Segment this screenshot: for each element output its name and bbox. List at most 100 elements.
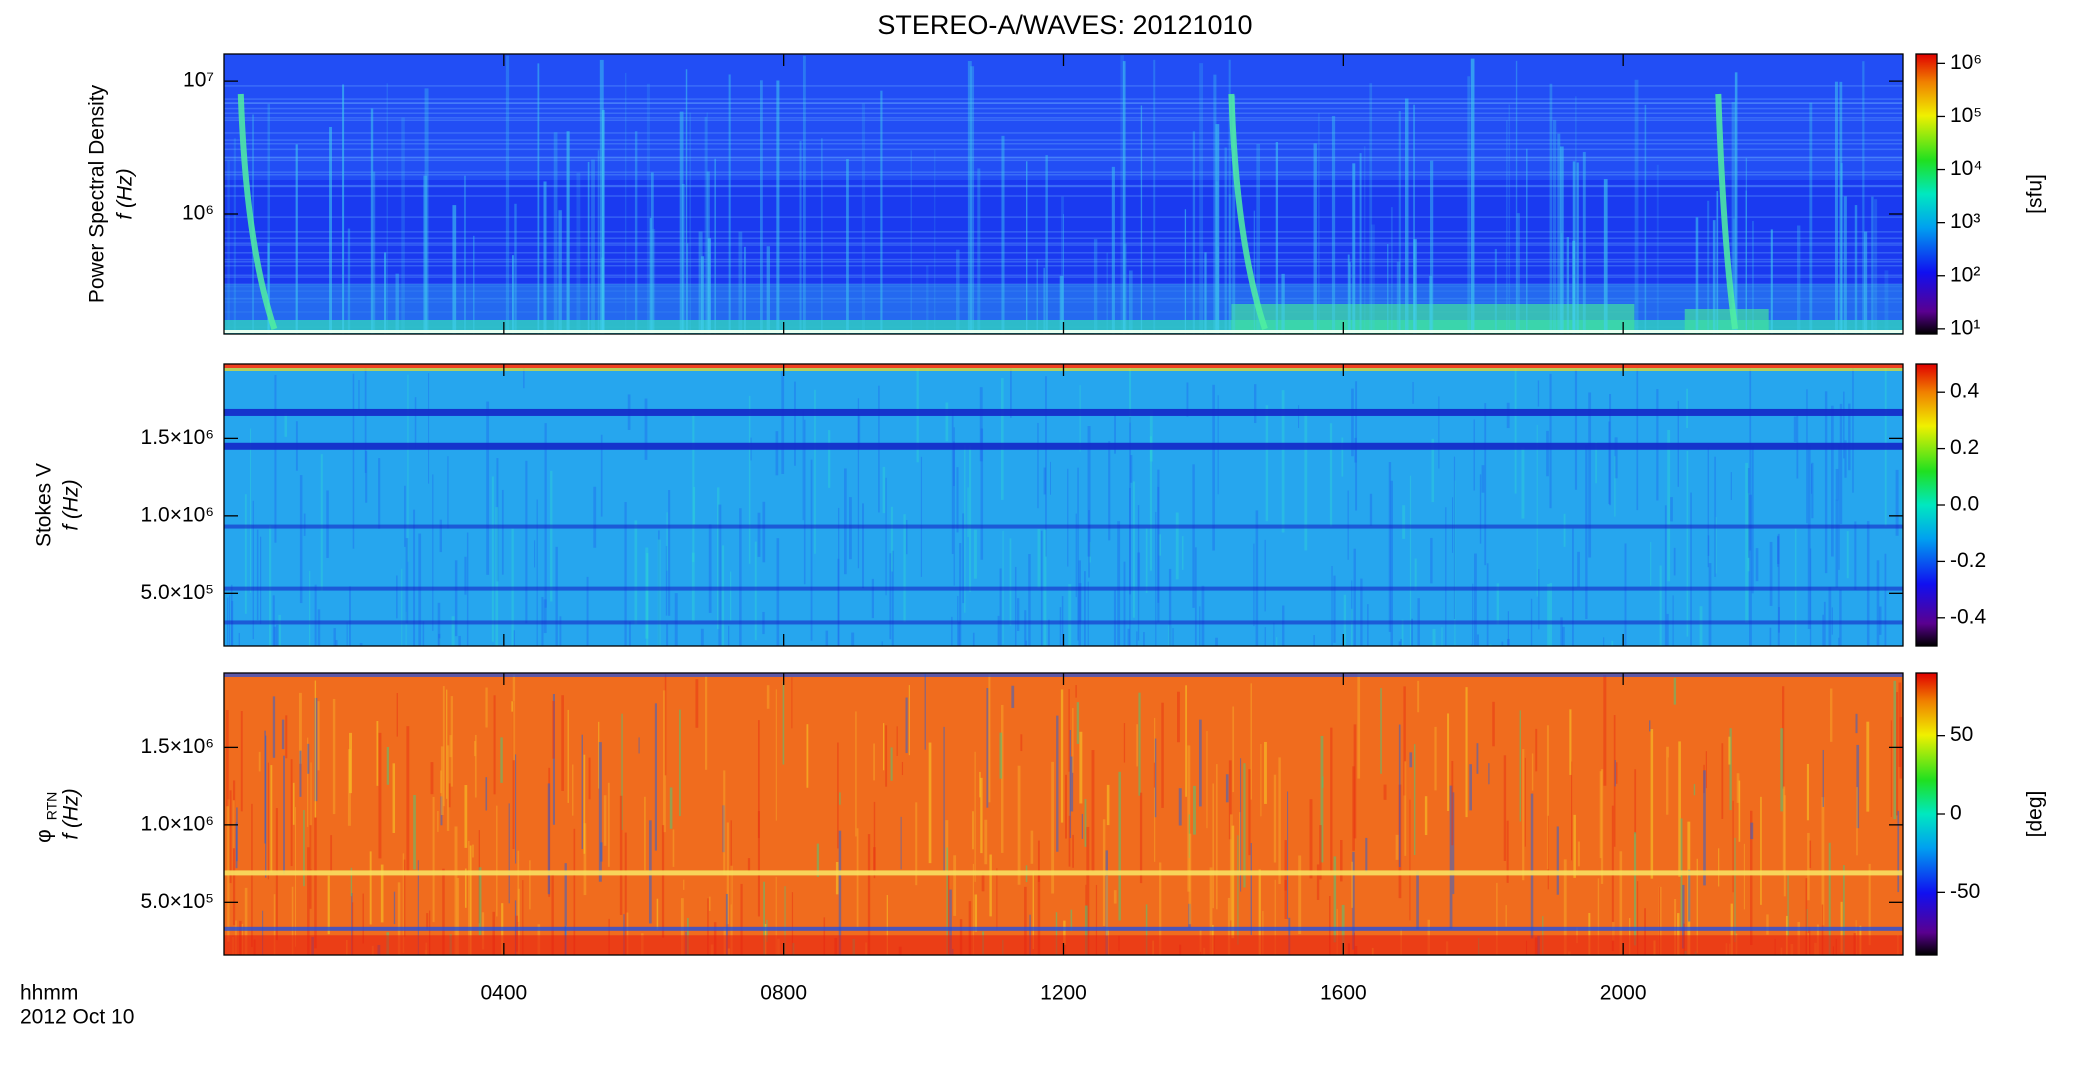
spectrogram-texture <box>447 456 449 529</box>
spectrogram-texture <box>1472 583 1474 646</box>
spectrogram-texture <box>1526 940 1528 955</box>
spectrogram-texture <box>1265 405 1269 522</box>
spectrogram-texture <box>707 238 711 334</box>
spectrogram-texture <box>1274 879 1276 955</box>
spectrogram-texture <box>310 762 312 870</box>
spectrogram-texture <box>1898 682 1902 767</box>
spectrogram-texture <box>598 742 602 882</box>
spectrogram-texture <box>555 546 558 646</box>
spectrogram-texture <box>501 489 504 575</box>
spectrogram-texture <box>224 148 1903 151</box>
spectrogram-texture <box>1614 760 1616 787</box>
spectrogram-texture <box>1611 640 1614 646</box>
spectrogram-texture <box>1734 837 1736 943</box>
spectrogram-texture <box>1748 494 1752 646</box>
spectrogram-texture <box>1619 851 1623 955</box>
spectrogram-texture <box>1470 58 1475 334</box>
spectrogram-texture <box>1329 423 1333 527</box>
spectrogram-texture <box>251 803 253 948</box>
spectrogram-texture <box>1577 551 1580 588</box>
spectrogram-texture <box>1644 908 1646 955</box>
spectrogram-texture <box>1084 799 1087 847</box>
spectrogram-texture <box>1253 384 1257 424</box>
spectrogram-texture <box>1037 840 1040 882</box>
spectrogram-texture <box>591 159 595 334</box>
spectrogram-texture <box>891 550 894 646</box>
spectrogram-texture <box>867 834 871 955</box>
spectrogram-texture <box>291 886 294 955</box>
spectrogram-texture <box>233 138 236 334</box>
colorbar-label: [deg] <box>2024 791 2047 838</box>
spectrogram-texture <box>1256 143 1260 334</box>
spectrogram-texture <box>587 161 590 334</box>
spectrogram-texture <box>464 556 467 595</box>
spectrogram-texture <box>505 55 510 334</box>
spectrogram-texture <box>1694 951 1697 955</box>
spectrogram-texture <box>1585 445 1588 620</box>
spectrogram-texture <box>862 503 865 589</box>
spectrogram-texture <box>224 98 1903 100</box>
spectrogram-texture <box>1331 116 1336 334</box>
spectrogram-texture <box>1275 142 1279 334</box>
spectrogram-texture <box>566 131 570 334</box>
spectrogram-texture <box>792 943 795 955</box>
spectrogram-texture <box>1010 368 1012 418</box>
spectrogram-texture <box>679 709 681 817</box>
spectrogram-texture <box>1413 104 1415 334</box>
spectrogram-texture <box>1811 462 1814 519</box>
spectrogram-texture <box>1287 791 1289 920</box>
spectrogram-texture <box>492 911 495 955</box>
spectrogram-texture <box>996 868 998 931</box>
spectrogram-texture <box>600 842 603 862</box>
spectrogram-texture <box>1216 764 1218 910</box>
spectrogram-texture <box>1526 148 1528 334</box>
spectrogram-texture <box>515 915 519 952</box>
spectrogram-texture <box>1250 843 1252 935</box>
spectrogram-texture <box>621 713 623 830</box>
spectrogram-texture <box>1634 769 1637 834</box>
spectrogram-texture <box>956 467 959 533</box>
spectrogram-texture <box>1351 861 1354 908</box>
spectrogram-texture <box>915 802 918 886</box>
spectrogram-texture <box>401 117 405 334</box>
spectrogram-texture <box>802 55 806 334</box>
spectrogram-texture <box>1213 74 1217 334</box>
spectrogram-texture <box>1828 586 1832 646</box>
y-axis-label: φ <box>33 829 56 843</box>
spectrogram-texture <box>333 628 336 646</box>
spectrogram-texture <box>224 156 1903 158</box>
spectrogram-texture <box>583 754 586 854</box>
spectrogram-texture <box>1766 914 1769 935</box>
spectrogram-texture <box>474 734 477 798</box>
spectrogram-texture <box>1201 585 1205 646</box>
spectrogram-texture <box>1360 578 1363 646</box>
x-axis-label: hhmm <box>20 982 78 1005</box>
spectrogram-texture <box>224 364 1903 646</box>
spectrogram-texture <box>583 823 587 896</box>
y-axis-label: Stokes V <box>33 463 56 547</box>
colorbar-tick-label: 10⁴ <box>1950 157 1982 180</box>
spectrogram-texture <box>1559 146 1564 334</box>
spectrogram-texture <box>1409 475 1412 646</box>
spectrogram-texture <box>268 525 272 646</box>
spectrogram-texture <box>625 72 627 334</box>
spectrogram-texture <box>224 117 1903 119</box>
spectrogram-texture <box>1806 389 1808 524</box>
spectrogram-texture <box>369 851 372 925</box>
spectrogram-texture <box>1068 815 1071 867</box>
spectrogram-texture <box>273 894 276 955</box>
spectrogram-texture <box>224 261 1903 263</box>
spectrogram-texture <box>1834 81 1838 334</box>
spectrogram-texture <box>224 102 1903 104</box>
spectrogram-texture <box>299 750 302 797</box>
spectrogram-texture <box>717 487 720 630</box>
spectrogram-texture <box>873 801 876 879</box>
spectrogram-texture <box>1255 510 1259 646</box>
spectrogram-texture <box>1531 753 1534 791</box>
spectrogram-texture <box>1343 594 1347 646</box>
spectrogram-texture <box>1371 224 1375 334</box>
spectrogram-texture <box>973 529 977 579</box>
spectrogram-texture <box>496 458 499 582</box>
spectrogram-texture <box>791 892 794 955</box>
spectrogram-texture <box>396 575 398 619</box>
